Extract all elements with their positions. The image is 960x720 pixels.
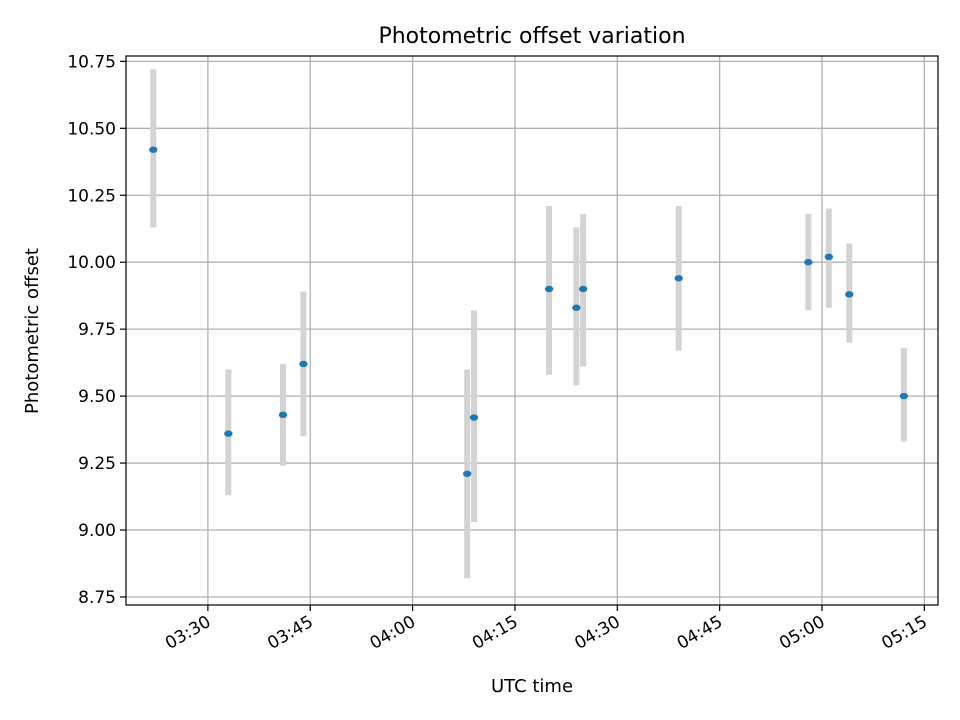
y-axis-label: Photometric offset <box>22 248 43 414</box>
plot-frame <box>125 55 939 606</box>
data-point <box>224 430 233 437</box>
data-point <box>544 285 554 293</box>
y-tick-label: 8.75 <box>78 588 116 608</box>
data-point <box>572 304 581 311</box>
data-point <box>469 414 479 421</box>
data-point <box>899 392 909 400</box>
grid <box>126 56 938 605</box>
data-points <box>149 146 909 477</box>
y-tick-label: 10.75 <box>67 52 116 72</box>
y-tick-label: 9.50 <box>78 387 116 407</box>
chart-title: Photometric offset variation <box>378 24 685 49</box>
y-tick-label: 10.25 <box>67 186 116 206</box>
data-point <box>278 411 288 419</box>
data-point <box>149 146 158 153</box>
data-point <box>824 253 834 261</box>
y-tick-label: 9.25 <box>78 454 116 474</box>
data-point <box>804 259 813 266</box>
data-point <box>299 360 308 368</box>
data-point <box>674 275 683 282</box>
y-tick-label: 9.00 <box>78 521 116 541</box>
y-tick-label: 9.75 <box>78 320 116 340</box>
y-tick-label: 10.50 <box>67 119 116 139</box>
data-point <box>578 285 588 293</box>
x-axis-label: UTC time <box>491 676 573 697</box>
y-axis-ticks: 8.75 9.00 9.25 9.50 9.75 10.00 10.25 10.50 10.75 <box>67 52 126 608</box>
y-tick-label: 10.00 <box>67 253 116 273</box>
data-point <box>462 470 472 477</box>
data-point <box>845 291 854 298</box>
